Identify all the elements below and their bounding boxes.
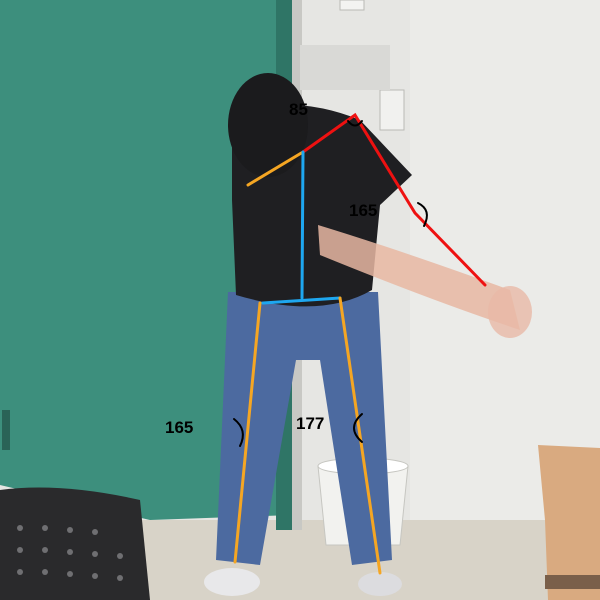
elbow-angle-arc xyxy=(417,202,428,227)
shoulder-angle-arc xyxy=(347,120,363,127)
wooden-table xyxy=(538,445,600,600)
left-knee-angle-label: 165 xyxy=(165,418,193,437)
head xyxy=(228,73,308,177)
black-chair xyxy=(0,487,150,600)
right-knee-angle-arc xyxy=(353,413,363,443)
elbow-angle-label: 165 xyxy=(349,201,377,220)
table-edge xyxy=(545,575,600,589)
right-shoe xyxy=(358,572,402,596)
shoulder-angle-label: 85 xyxy=(289,100,308,119)
left-leg-line xyxy=(233,301,262,564)
green-door xyxy=(0,0,292,520)
left-shoe xyxy=(204,568,260,596)
door-hinge-icon xyxy=(2,410,10,450)
left-knee-angle-arc xyxy=(233,418,244,447)
chair-dots xyxy=(17,525,123,581)
right-knee-angle-label: 177 xyxy=(296,414,324,433)
spine-line xyxy=(300,150,305,300)
arm-line xyxy=(301,112,487,287)
shoulder-line xyxy=(246,150,305,187)
wall-vent xyxy=(300,45,390,90)
arm xyxy=(318,225,520,330)
hip-line xyxy=(261,296,342,305)
outlet-plate xyxy=(379,89,405,131)
pose-skeleton xyxy=(233,112,487,575)
hands xyxy=(488,286,532,338)
right-leg-line xyxy=(338,296,382,575)
switch-plate xyxy=(339,0,365,11)
